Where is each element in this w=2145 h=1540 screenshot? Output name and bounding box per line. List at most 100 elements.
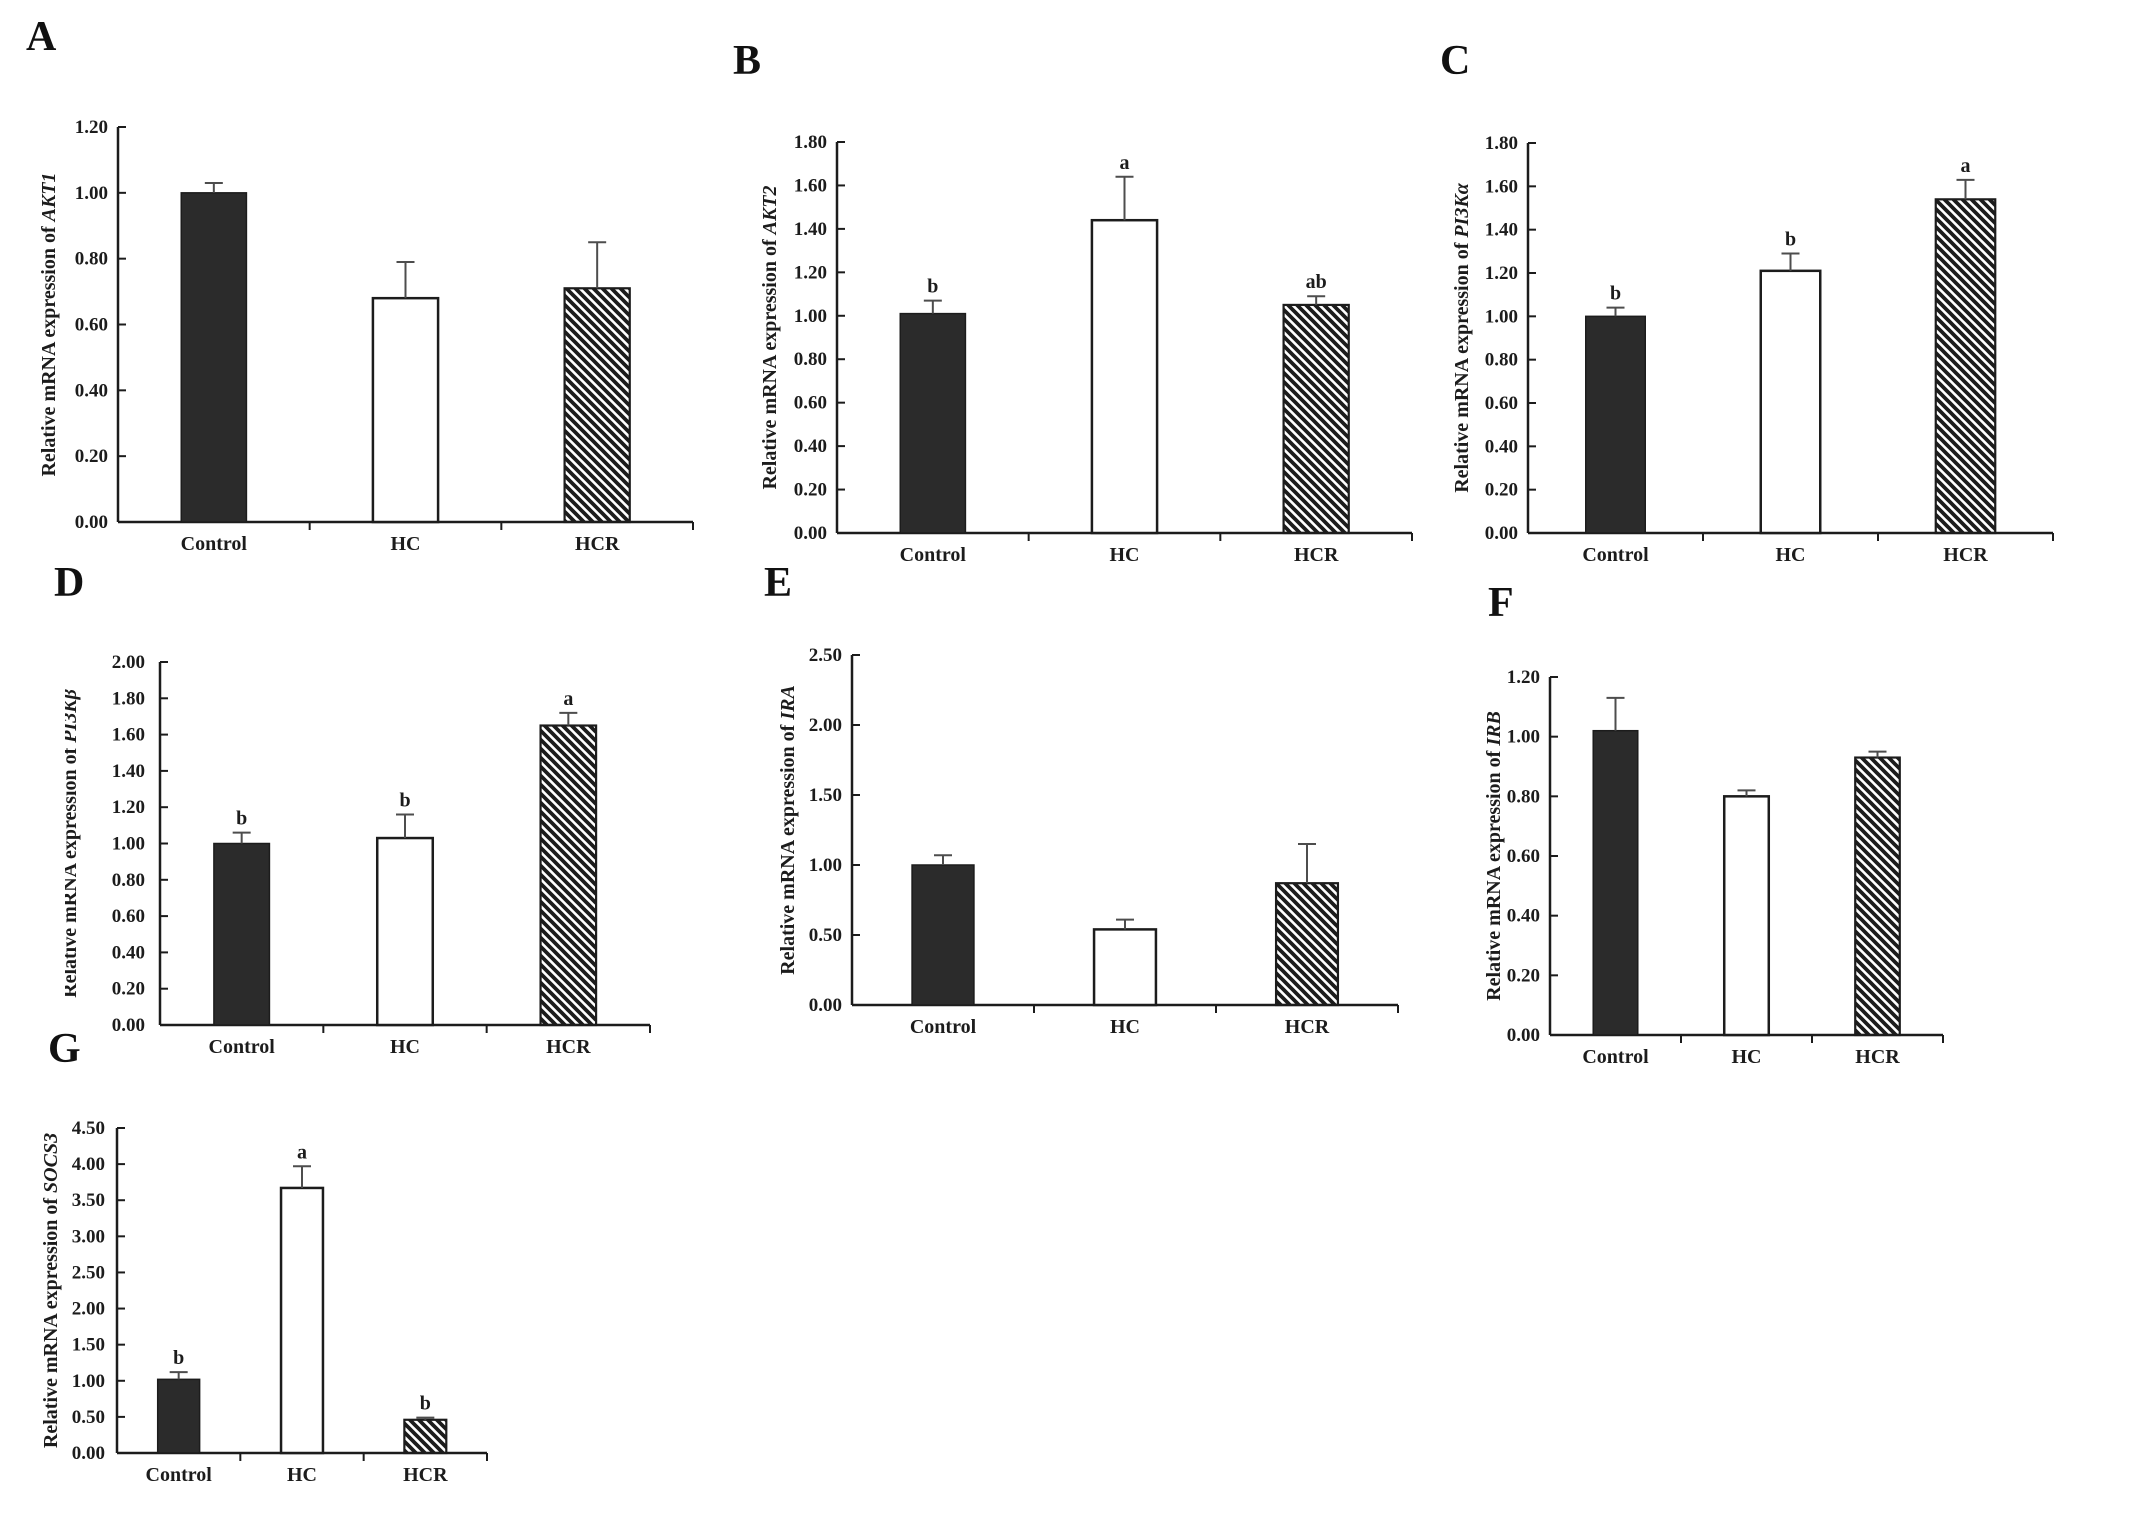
y-tick-label: 1.40: [794, 219, 827, 240]
y-tick-label: 1.00: [1507, 727, 1540, 748]
y-tick-label: 0.20: [1507, 965, 1540, 986]
x-category-label-hc: HC: [390, 1036, 420, 1058]
x-category-label-hc: HC: [1110, 1016, 1140, 1038]
y-tick-label: 1.00: [794, 306, 827, 327]
x-category-label-control: Control: [1582, 1046, 1649, 1068]
chart-svg-E: 0.00 0.50 1.00 1.50 2.00 2.50 Control HC HCR Rela…: [777, 645, 1399, 1038]
y-axis-title: Relative mRNA expression of AKT2: [759, 185, 781, 489]
y-axis-title: Relative mRNA expression of PI3Kα: [1451, 182, 1473, 492]
chart-G: 0.00 0.50 1.00 1.50 2.00 2.50 3.00 3.50 4.00 4.50…: [20, 1075, 620, 1540]
x-category-label-control: Control: [900, 544, 967, 566]
y-tick-label: 3.50: [72, 1190, 105, 1211]
bar-hc: [279, 1186, 325, 1455]
y-tick-label: 1.20: [75, 117, 108, 138]
bar-hcr: [1854, 756, 1901, 1037]
y-tick-label: 0.80: [112, 870, 145, 891]
y-tick-label: 1.80: [794, 132, 827, 153]
x-category-label-hcr: HCR: [1294, 544, 1339, 566]
y-tick-label: 1.00: [1485, 306, 1518, 327]
y-tick-label: 2.00: [112, 652, 145, 673]
y-tick-label: 4.00: [72, 1154, 105, 1175]
sig-letter-control: b: [1610, 283, 1621, 305]
y-tick-label: 1.50: [72, 1335, 105, 1356]
y-axis-title: Relative mRNA expression of IRB: [1483, 711, 1505, 1001]
y-axis-title: Relative mRNA expression of AKT1: [38, 172, 60, 476]
sig-letter-hc: b: [399, 789, 410, 811]
sig-letter-control: b: [236, 808, 247, 830]
x-category-label-hcr: HCR: [575, 533, 620, 555]
y-tick-label: 1.80: [112, 688, 145, 709]
y-axis-title: Relative mRNA expression of PI3Kβ: [65, 688, 81, 997]
y-tick-label: 1.00: [809, 855, 842, 876]
sig-letter-control: b: [173, 1347, 184, 1369]
x-category-label-control: Control: [181, 533, 248, 555]
y-tick-label: 0.00: [112, 1015, 145, 1036]
panel-label-C: C: [1440, 38, 1471, 84]
y-tick-label: 0.60: [794, 393, 827, 414]
y-axis-title: Relative mRNA expression of SOCS3: [40, 1133, 62, 1448]
chart-svg-D: 0.00 0.20 0.40 0.60 0.80 1.00 1.20 1.40 1.60 1.80…: [59, 652, 651, 1058]
y-tick-label: 0.80: [1485, 350, 1518, 371]
bar-control: [899, 312, 967, 534]
y-tick-label: 0.60: [1507, 846, 1540, 867]
bar-control: [213, 842, 271, 1026]
y-tick-label: 1.60: [794, 175, 827, 196]
bar-hcr: [563, 287, 631, 524]
y-tick-label: 1.40: [112, 761, 145, 782]
chart-svg-F: 0.00 0.20 0.40 0.60 0.80 1.00 1.20 Control HC HCR…: [1483, 667, 1944, 1068]
y-tick-label: 0.00: [794, 523, 827, 544]
y-tick-label: 0.20: [75, 446, 108, 467]
x-category-label-hc: HC: [1776, 544, 1806, 566]
y-tick-label: 1.00: [72, 1371, 105, 1392]
y-tick-label: 0.40: [75, 380, 108, 401]
sig-letter-hc: a: [297, 1141, 307, 1163]
bar-hc: [1759, 269, 1822, 535]
bar-control: [1592, 729, 1639, 1036]
bar-control: [1585, 315, 1646, 534]
x-category-label-hc: HC: [1110, 544, 1140, 566]
y-tick-label: 1.60: [112, 725, 145, 746]
y-tick-label: 0.40: [112, 942, 145, 963]
x-category-label-control: Control: [910, 1016, 977, 1038]
y-tick-label: 0.40: [1507, 906, 1540, 927]
sig-letter-control: b: [927, 276, 938, 298]
x-category-label-control: Control: [146, 1464, 213, 1486]
y-tick-label: 1.60: [1485, 176, 1518, 197]
y-tick-label: 0.60: [75, 315, 108, 336]
bar-control: [180, 192, 248, 523]
y-tick-label: 1.20: [794, 262, 827, 283]
panel-label-D: D: [54, 560, 85, 606]
panel-label-F: F: [1488, 580, 1514, 626]
y-tick-label: 0.00: [72, 1443, 105, 1464]
bar-hcr: [1282, 303, 1350, 535]
bar-hcr: [539, 724, 598, 1027]
x-category-label-hcr: HCR: [546, 1036, 591, 1058]
y-tick-label: 2.00: [809, 715, 842, 736]
bar-hc: [1090, 218, 1159, 535]
y-tick-label: 3.00: [72, 1226, 105, 1247]
bar-hc: [371, 296, 440, 524]
y-tick-label: 0.80: [1507, 786, 1540, 807]
y-tick-label: 0.00: [809, 995, 842, 1016]
y-tick-label: 0.80: [794, 349, 827, 370]
panel-label-A: A: [26, 14, 57, 60]
bar-hc: [1722, 795, 1771, 1037]
y-tick-label: 0.40: [794, 436, 827, 457]
sig-letter-hcr: ab: [1306, 271, 1327, 293]
chart-D: 0.00 0.20 0.40 0.60 0.80 1.00 1.20 1.40 1.60 1.80…: [59, 615, 705, 1095]
x-category-label-hc: HC: [391, 533, 421, 555]
y-tick-label: 1.40: [1485, 220, 1518, 241]
y-tick-label: 1.20: [1507, 667, 1540, 688]
x-category-label-hcr: HCR: [1943, 544, 1988, 566]
bar-control: [911, 864, 975, 1006]
x-category-label-hcr: HCR: [1285, 1016, 1330, 1038]
y-tick-label: 0.00: [1485, 523, 1518, 544]
y-tick-label: 2.50: [809, 645, 842, 666]
chart-C: 0.00 0.20 0.40 0.60 0.80 1.00 1.20 1.40 1.60 1.80…: [1435, 95, 2145, 600]
bar-hcr: [1274, 882, 1340, 1007]
chart-svg-A: 0.00 0.20 0.40 0.60 0.80 1.00 1.20 Control HC HCR…: [38, 117, 694, 555]
sig-letter-hcr: b: [420, 1393, 431, 1415]
x-category-label-control: Control: [1582, 544, 1649, 566]
y-tick-label: 0.50: [72, 1407, 105, 1428]
